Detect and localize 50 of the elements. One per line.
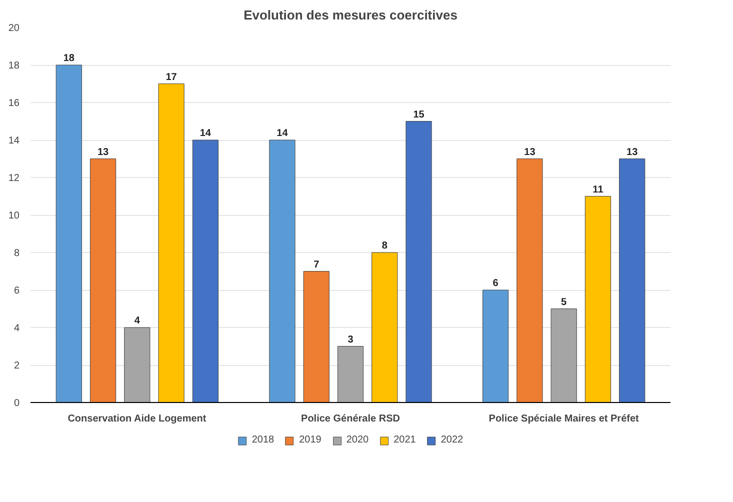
data-label: 11 (592, 184, 604, 196)
y-tick-label: 20 (8, 23, 20, 34)
data-label: 4 (134, 316, 140, 326)
data-label: 13 (524, 146, 536, 158)
bar (482, 290, 509, 402)
y-tick-label: 12 (8, 173, 20, 184)
bar (337, 346, 364, 402)
y-tick-label: 4 (14, 323, 20, 334)
legend-label: 2021 (394, 434, 416, 446)
data-label: 13 (626, 146, 638, 158)
x-tick-label: Conservation Aide Logement (68, 414, 207, 424)
bar (550, 308, 577, 402)
y-tick-label: 18 (8, 60, 20, 72)
y-tick-label: 16 (8, 98, 20, 109)
data-label: 7 (314, 259, 320, 270)
chart-title: Evolution des mesures coercitives (244, 8, 458, 22)
legend-label: 2018 (252, 434, 274, 446)
x-tick-label: Police Générale RSD (301, 414, 400, 424)
y-tick-label: 6 (14, 286, 20, 296)
bar (516, 158, 543, 402)
y-tick-label: 14 (8, 136, 20, 146)
bar (158, 84, 184, 402)
bar (192, 140, 218, 402)
data-label: 3 (348, 334, 354, 346)
bar (90, 158, 116, 402)
data-label: 18 (63, 53, 75, 64)
legend-label: 2022 (440, 434, 464, 446)
bar (406, 121, 432, 402)
data-label: 14 (200, 128, 212, 139)
data-label: 8 (382, 240, 388, 252)
data-label: 13 (97, 146, 110, 158)
data-label: 5 (561, 296, 568, 308)
data-label: 17 (166, 72, 178, 83)
y-tick-label: 8 (14, 248, 20, 259)
bar (372, 252, 398, 402)
bar (584, 196, 612, 402)
y-tick-label: 2 (14, 360, 20, 372)
data-label: 6 (492, 278, 499, 289)
data-label: 14 (276, 128, 288, 139)
bar (269, 140, 296, 402)
y-tick-label: 10 (8, 210, 20, 222)
bar (56, 64, 82, 402)
bar (124, 327, 150, 402)
bar (619, 158, 646, 402)
bar (303, 271, 330, 402)
legend-label: 2019 (299, 434, 322, 446)
legend-label: 2020 (346, 434, 369, 446)
data-label: 15 (413, 109, 425, 120)
y-tick-label: 0 (14, 398, 20, 409)
x-tick-label: Police Spéciale Maires et Préfet (488, 414, 640, 424)
